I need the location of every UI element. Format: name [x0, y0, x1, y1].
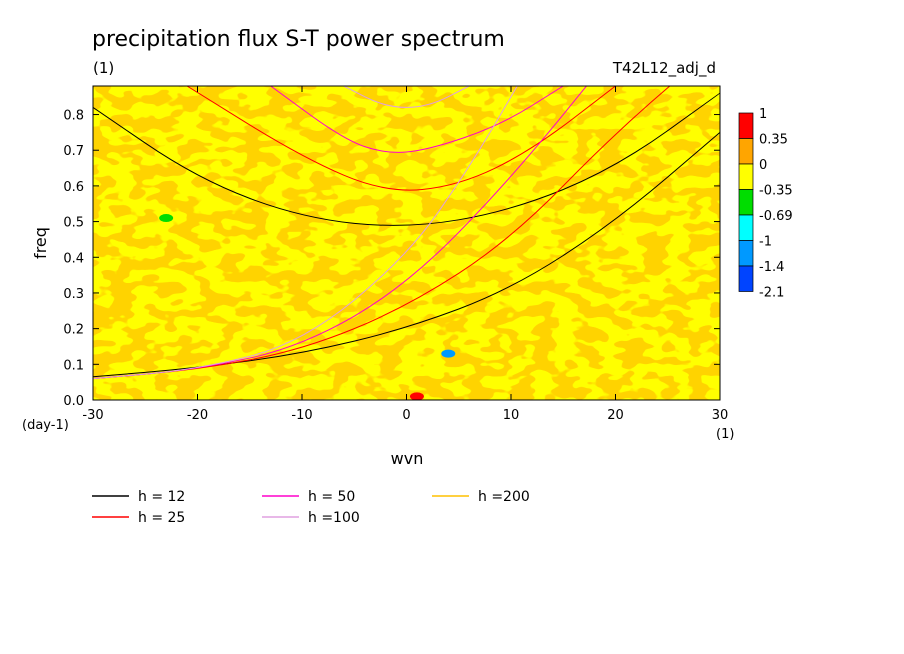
x-tick-label: -10 [291, 408, 312, 423]
x-tick-label: 10 [503, 408, 520, 423]
colorbar-label: 0.35 [759, 133, 788, 148]
colorbar-label: -1 [759, 235, 772, 250]
chart-title: precipitation flux S-T power spectrum [92, 27, 505, 52]
x-tick-label: -20 [187, 408, 208, 423]
y-tick-label: 0.7 [63, 144, 84, 159]
colorbar-swatch [738, 138, 754, 165]
dispersion-curve [93, 132, 720, 378]
legend: h = 12 h = 25 h = 50 h =100 h =200 [92, 489, 530, 526]
dispersion-curve [343, 86, 470, 108]
legend-label: h = 25 [138, 510, 185, 526]
colorbar-swatch [738, 214, 754, 241]
legend-label: h =200 [478, 489, 530, 505]
colorbar-swatch [738, 163, 754, 190]
subtitle-right: T42L12_adj_d [612, 59, 716, 78]
colorbar-swatch [738, 189, 754, 216]
y-tick-label: 0.5 [63, 216, 84, 231]
dispersion-curves [93, 86, 720, 380]
colorbar-label: 1 [759, 107, 767, 122]
x-tick-label: 0 [402, 408, 410, 423]
colorbar-swatch [738, 240, 754, 267]
colorbar-label: -0.69 [759, 209, 793, 224]
colorbar-label: 0 [759, 158, 767, 173]
colorbar-label: -0.35 [759, 184, 793, 199]
field-spots [159, 214, 456, 400]
colorbar-swatch [738, 265, 754, 292]
x-tick-label: -30 [82, 408, 103, 423]
field-spot [159, 214, 174, 223]
y-tick-label: 0.0 [63, 394, 84, 409]
y-tick-label: 0.1 [63, 358, 84, 373]
colorbar-label: -2.1 [759, 286, 784, 301]
colorbar-swatch [738, 112, 754, 139]
x-axis: -30 -20 -10 0 10 20 30 [82, 86, 728, 423]
legend-label: h = 50 [308, 489, 355, 505]
legend-label: h =100 [308, 510, 360, 526]
field-positive-region [93, 86, 720, 400]
x-tick-label: 30 [712, 408, 729, 423]
x-unit-label: (1) [716, 427, 734, 442]
y-tick-label: 0.4 [63, 251, 84, 266]
field-spot [409, 392, 424, 400]
y-tick-label: 0.2 [63, 323, 84, 338]
colorbar: 1 0.35 0 -0.35 -0.69 -1 -1.4 -2.1 [738, 107, 793, 301]
x-axis-title: wvn [391, 449, 424, 468]
y-tick-label: 0.3 [63, 287, 84, 302]
field-spot [441, 349, 456, 358]
y-unit-label: (day-1) [22, 418, 69, 433]
dispersion-curve [270, 86, 564, 153]
dispersion-curve [93, 86, 518, 380]
plot-area [93, 86, 720, 400]
y-axis: 0.0 0.1 0.2 0.3 0.4 0.5 0.6 0.7 0.8 [63, 109, 720, 409]
dispersion-curve [93, 92, 720, 226]
y-tick-label: 0.6 [63, 180, 84, 195]
subtitle-left: (1) [93, 59, 114, 77]
legend-label: h = 12 [138, 489, 185, 505]
y-axis-title: freq [31, 227, 50, 259]
dispersion-curve [186, 86, 616, 191]
y-tick-label: 0.8 [63, 109, 84, 124]
colorbar-label: -1.4 [759, 260, 784, 275]
x-tick-label: 20 [607, 408, 624, 423]
